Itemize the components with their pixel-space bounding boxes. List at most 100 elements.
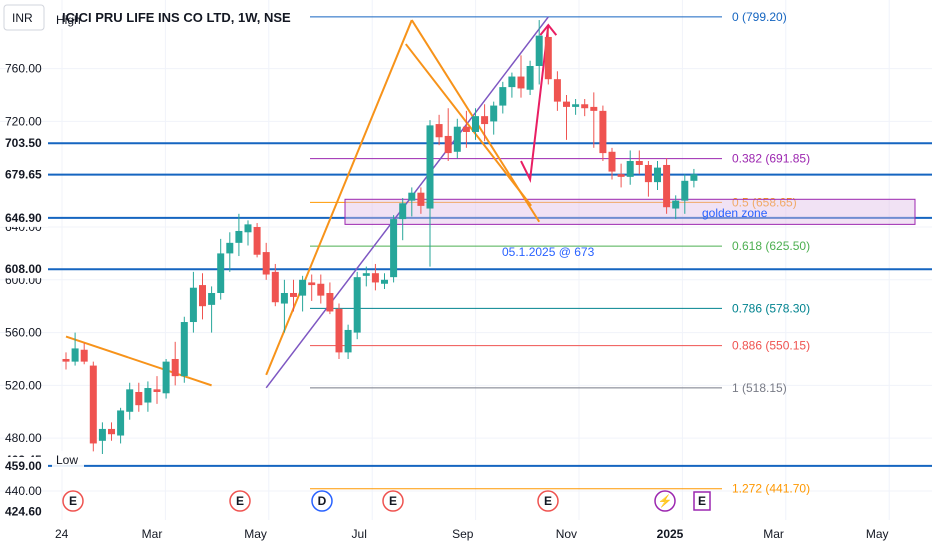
event-marker-circle[interactable] <box>654 490 676 512</box>
event-marker-box[interactable] <box>693 491 711 511</box>
event-marker-circle[interactable] <box>382 490 404 512</box>
candle-body <box>417 192 425 206</box>
candle-body <box>262 252 270 275</box>
symbol-title: ICICI PRU LIFE INS CO LTD, 1W, NSE <box>62 10 291 25</box>
candle-body <box>353 277 361 333</box>
price-badge-bg <box>0 456 48 475</box>
candle-body <box>171 358 179 377</box>
time-tick-label[interactable]: May <box>244 527 267 541</box>
price-badge-bg <box>0 208 48 227</box>
price-badge-value[interactable]: 679.65 <box>5 168 42 182</box>
price-badge-value[interactable]: 646.90 <box>5 211 42 225</box>
event-marker-circle[interactable] <box>229 490 251 512</box>
chart-header: INR ICICI PRU LIFE INS CO LTD, 1W, NSE <box>3 4 291 31</box>
candle-body <box>572 104 580 107</box>
price-badge-tag-bg <box>52 11 84 30</box>
left-resistance-line[interactable] <box>65 335 212 387</box>
candle-body <box>563 101 570 107</box>
candle-body <box>590 106 598 111</box>
candle-body <box>626 161 634 177</box>
price-badge-value[interactable]: 459.00 <box>5 459 42 473</box>
candle-body <box>344 329 352 353</box>
candle-body <box>381 279 388 284</box>
candle-body <box>472 116 479 132</box>
golden-zone-box[interactable] <box>344 198 916 225</box>
candle-body <box>553 79 561 102</box>
candle-body <box>299 279 307 296</box>
candle-body <box>490 105 498 122</box>
price-badge-bg <box>0 134 48 153</box>
candle-body <box>189 287 197 323</box>
fib-level-label: 1 (518.15) <box>732 381 787 395</box>
time-tick-label[interactable]: May <box>866 527 889 541</box>
time-tick-label[interactable]: Nov <box>556 527 577 541</box>
event-marker-circle[interactable] <box>537 490 559 512</box>
fib-level-label: 0.886 (550.15) <box>732 339 810 353</box>
event-marker-letter: E <box>236 494 244 508</box>
candle-body <box>126 389 134 412</box>
time-tick-label[interactable]: 24 <box>55 527 69 541</box>
wedge-upper-inner-line[interactable] <box>405 43 532 207</box>
candle-body <box>98 428 106 441</box>
fib-level-label: 1.272 (441.70) <box>732 482 810 496</box>
projection-arrow-line[interactable] <box>520 24 550 183</box>
time-tick-label[interactable]: Mar <box>763 527 784 541</box>
candle-body <box>180 322 188 377</box>
price-tick-label[interactable]: 720.00 <box>5 114 42 128</box>
fib-level-label: 0.618 (625.50) <box>732 239 810 253</box>
fib-level-label: 0 (799.20) <box>732 10 787 24</box>
price-badge-bg <box>0 260 48 279</box>
wedge-lower-line[interactable] <box>265 19 413 376</box>
candle-body <box>144 388 152 403</box>
candle-body <box>654 167 661 183</box>
event-marker-circle[interactable] <box>62 490 84 512</box>
price-badge-bg <box>0 165 48 184</box>
event-markers[interactable]: E E D E E ⚡ E <box>62 490 711 512</box>
time-axis[interactable]: 24 Mar May Jul Sep Nov 2025 Mar May <box>0 520 932 550</box>
price-tick-label[interactable]: 480.00 <box>5 431 42 445</box>
candle-body <box>162 361 170 394</box>
price-tick-label[interactable]: 520.00 <box>5 378 42 392</box>
event-marker-letter: D <box>318 494 327 508</box>
candle-body <box>517 76 525 89</box>
candle-body <box>71 348 79 362</box>
price-badge-value[interactable]: 424.60 <box>5 504 42 518</box>
event-marker-letter: E <box>698 494 706 508</box>
time-tick-label[interactable]: Mar <box>142 527 163 541</box>
candle-body <box>399 203 407 220</box>
candle-body <box>435 124 443 138</box>
price-tick-label[interactable]: 760.00 <box>5 62 42 76</box>
price-badge-tag-bg <box>52 451 84 470</box>
candle-body <box>508 76 516 88</box>
candle-body <box>271 271 279 303</box>
candle-body <box>371 273 379 283</box>
candle-body <box>199 285 206 307</box>
golden-zone[interactable]: golden zone <box>344 198 916 225</box>
price-tick-label[interactable]: 560.00 <box>5 326 42 340</box>
candle-body <box>89 365 97 444</box>
ascending-line-line[interactable] <box>265 16 549 389</box>
candle-body <box>208 292 216 305</box>
currency-badge-box[interactable] <box>3 4 45 31</box>
candle-body <box>544 36 552 80</box>
price-axis[interactable]: 760.00720.00680.00640.00600.00560.00520.… <box>0 11 84 521</box>
candle-body <box>526 65 534 90</box>
price-tick-label[interactable]: 440.00 <box>5 484 42 498</box>
candle-body <box>635 161 643 165</box>
event-marker-letter: E <box>544 494 552 508</box>
price-badge-value[interactable]: 703.50 <box>5 136 42 150</box>
time-tick-label[interactable]: Jul <box>352 527 367 541</box>
candle-body <box>499 87 507 106</box>
currency-badge[interactable]: INR <box>12 11 33 25</box>
golden-zone-label: golden zone <box>702 206 768 220</box>
candle-body <box>535 35 543 66</box>
price-badge-tag: High <box>56 13 81 27</box>
candle-body <box>690 174 698 181</box>
event-marker-letter: ⚡ <box>658 494 673 508</box>
time-tick-label[interactable]: 2025 <box>657 527 684 541</box>
candle-body <box>663 164 671 208</box>
event-marker-circle[interactable] <box>311 490 333 512</box>
price-badge-value[interactable]: 608.00 <box>5 262 42 276</box>
time-tick-label[interactable]: Sep <box>452 527 474 541</box>
